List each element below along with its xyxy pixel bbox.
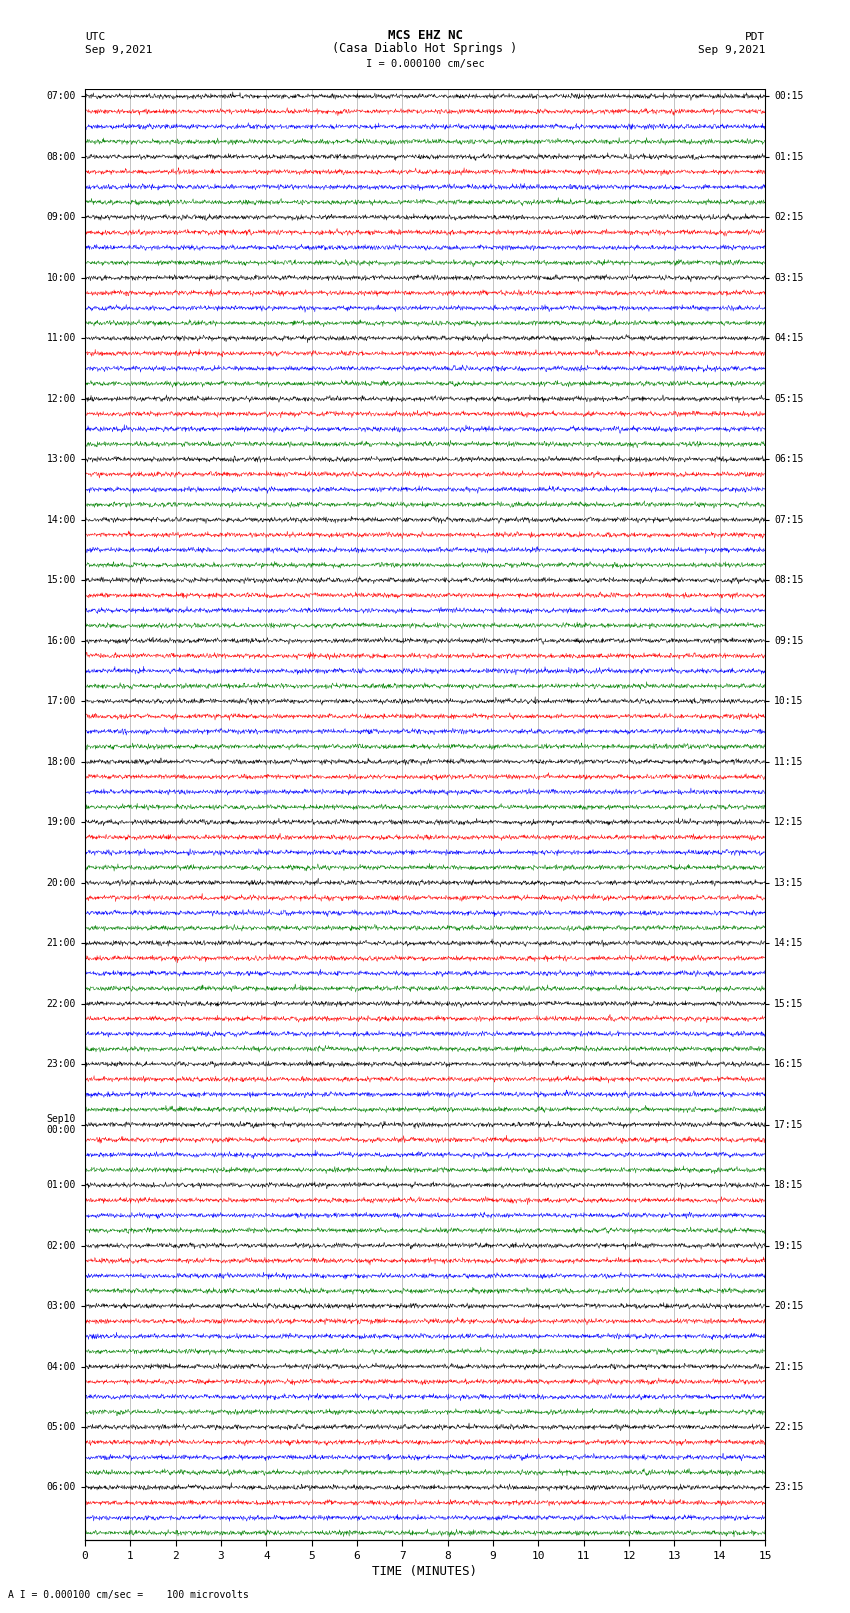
- Text: I = 0.000100 cm/sec: I = 0.000100 cm/sec: [366, 60, 484, 69]
- Text: Sep 9,2021: Sep 9,2021: [85, 45, 152, 55]
- Text: A I = 0.000100 cm/sec =    100 microvolts: A I = 0.000100 cm/sec = 100 microvolts: [8, 1590, 249, 1600]
- Text: MCS EHZ NC: MCS EHZ NC: [388, 29, 462, 42]
- X-axis label: TIME (MINUTES): TIME (MINUTES): [372, 1565, 478, 1578]
- Text: PDT: PDT: [745, 32, 765, 42]
- Text: (Casa Diablo Hot Springs ): (Casa Diablo Hot Springs ): [332, 42, 518, 55]
- Text: UTC: UTC: [85, 32, 105, 42]
- Text: Sep 9,2021: Sep 9,2021: [698, 45, 765, 55]
